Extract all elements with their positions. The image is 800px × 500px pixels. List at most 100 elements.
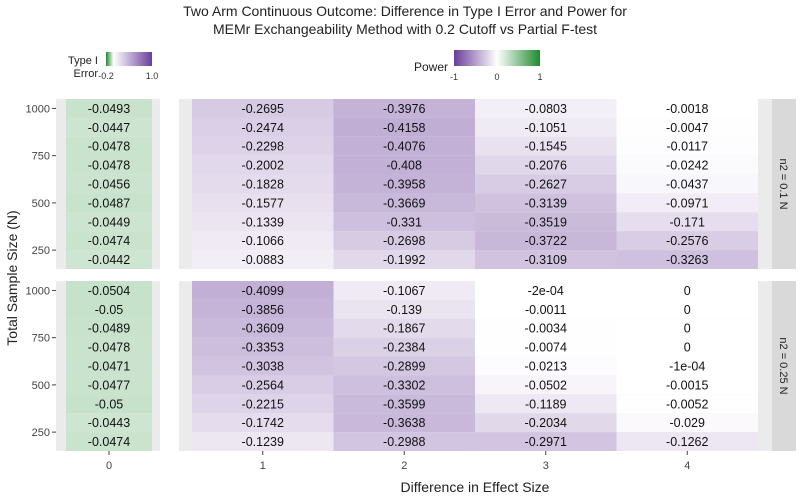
power-cell bbox=[616, 117, 758, 137]
type1-cell bbox=[66, 174, 152, 194]
type1-cell bbox=[66, 155, 152, 175]
power-cell bbox=[475, 394, 617, 414]
power-cell bbox=[616, 174, 758, 194]
power-cell bbox=[616, 281, 758, 300]
power-cell bbox=[475, 99, 617, 118]
type1-cell-label: -0.0478 bbox=[88, 140, 130, 154]
power-cell bbox=[333, 318, 475, 338]
power-cell-label: -0.2002 bbox=[242, 159, 284, 173]
power-cell bbox=[192, 174, 334, 194]
power-cell bbox=[333, 250, 475, 269]
power-cell-label: -0.0242 bbox=[666, 159, 708, 173]
type1-cell-label: -0.0471 bbox=[88, 360, 130, 374]
power-cell bbox=[475, 155, 617, 175]
power-cell bbox=[475, 193, 617, 213]
power-cell bbox=[192, 155, 334, 175]
power-cell bbox=[333, 212, 475, 232]
power-cell bbox=[475, 299, 617, 319]
power-cell bbox=[616, 231, 758, 251]
power-cell bbox=[333, 299, 475, 319]
type1-cell bbox=[66, 212, 152, 232]
power-cell-label: -0.4158 bbox=[383, 121, 425, 135]
power-cell-label: -0.1992 bbox=[383, 253, 425, 267]
power-cell-label: -0.3139 bbox=[525, 196, 567, 210]
power-cell-label: -1e-04 bbox=[669, 360, 705, 374]
power-cell-label: -0.2988 bbox=[383, 435, 425, 449]
power-cell bbox=[192, 231, 334, 251]
power-cell-label: -0.171 bbox=[670, 215, 705, 229]
y-tick-label: 250 bbox=[32, 427, 50, 439]
power-cell-label: -0.0437 bbox=[666, 178, 708, 192]
x-tick-label: 2 bbox=[401, 460, 407, 472]
power-cell-label: -0.3302 bbox=[383, 378, 425, 392]
power-cell bbox=[475, 231, 617, 251]
power-cell-label: 0 bbox=[684, 284, 691, 298]
facet-strip bbox=[772, 99, 796, 269]
type1-cell-label: -0.0504 bbox=[88, 284, 130, 298]
type1-cell bbox=[66, 250, 152, 269]
power-cell-label: -0.1051 bbox=[525, 121, 567, 135]
type1-cell bbox=[66, 356, 152, 376]
power-cell bbox=[333, 174, 475, 194]
type1-cell-label: -0.0456 bbox=[88, 178, 130, 192]
power-cell-label: -0.3353 bbox=[242, 341, 284, 355]
type1-cell bbox=[66, 136, 152, 156]
power-cell bbox=[192, 136, 334, 156]
power-cell-label: -0.2076 bbox=[525, 159, 567, 173]
type1-cell bbox=[66, 375, 152, 395]
power-cell-label: -0.139 bbox=[387, 303, 422, 317]
type1-cell-label: -0.0477 bbox=[88, 378, 130, 392]
power-cell-label: -0.2695 bbox=[242, 102, 284, 116]
power-cell-label: -0.029 bbox=[670, 416, 705, 430]
power-cell-label: -0.1545 bbox=[525, 140, 567, 154]
facet-strip bbox=[772, 281, 796, 451]
type1-cell bbox=[66, 117, 152, 137]
power-cell-label: 0 bbox=[684, 341, 691, 355]
power-cell bbox=[192, 281, 334, 300]
power-cell-label: -2e-04 bbox=[528, 284, 564, 298]
power-cell-label: -0.0018 bbox=[666, 102, 708, 116]
power-cell bbox=[192, 193, 334, 213]
type1-cell-label: -0.0447 bbox=[88, 121, 130, 135]
power-cell bbox=[192, 375, 334, 395]
y-tick-label: 500 bbox=[32, 380, 50, 392]
power-cell bbox=[475, 117, 617, 137]
facet-strip-label: n2 = 0.1 N bbox=[777, 158, 789, 209]
power-cell bbox=[333, 99, 475, 118]
power-cell-label: -0.3109 bbox=[525, 253, 567, 267]
power-cell-label: -0.1189 bbox=[525, 397, 567, 411]
type1-cell-label: -0.0474 bbox=[88, 435, 130, 449]
type1-legend-title: Type I Error bbox=[68, 55, 98, 80]
power-cell bbox=[475, 318, 617, 338]
type1-cell-label: -0.0487 bbox=[88, 196, 130, 210]
power-cell-label: -0.0213 bbox=[525, 360, 567, 374]
y-tick-label: 500 bbox=[32, 198, 50, 210]
power-cell bbox=[192, 212, 334, 232]
power-cell-label: -0.1262 bbox=[666, 435, 708, 449]
power-cell-label: -0.0011 bbox=[525, 303, 567, 317]
chart-title: Two Arm Continuous Outcome: Difference i… bbox=[183, 3, 627, 37]
power-cell-label: -0.0971 bbox=[666, 196, 708, 210]
power-cell-label: -0.2627 bbox=[525, 178, 567, 192]
power-cell bbox=[616, 299, 758, 319]
power-cell bbox=[616, 155, 758, 175]
type1-cell-label: -0.05 bbox=[95, 303, 124, 317]
power-cell-label: -0.3669 bbox=[383, 196, 425, 210]
power-cell bbox=[616, 413, 758, 433]
power-cell-label: -0.1066 bbox=[242, 234, 284, 248]
power-cell bbox=[616, 250, 758, 269]
type1-legend-tick: -0.2 bbox=[98, 71, 114, 81]
power-cell bbox=[616, 193, 758, 213]
power-cell bbox=[333, 136, 475, 156]
power-cell bbox=[475, 136, 617, 156]
power-cell bbox=[616, 212, 758, 232]
type1-cell bbox=[66, 337, 152, 357]
power-cell-label: -0.2034 bbox=[525, 416, 567, 430]
power-cell-label: -0.1239 bbox=[242, 435, 284, 449]
type1-cell bbox=[66, 193, 152, 213]
type1-cell-label: -0.0478 bbox=[88, 341, 130, 355]
power-cell bbox=[475, 413, 617, 433]
power-cell bbox=[475, 250, 617, 269]
panel-1: n2 = 0.1 N 1000 750 500 250 -0.0493 -0.0447 -0.… bbox=[26, 99, 796, 269]
title-line-1: Two Arm Continuous Outcome: Difference i… bbox=[183, 3, 627, 19]
